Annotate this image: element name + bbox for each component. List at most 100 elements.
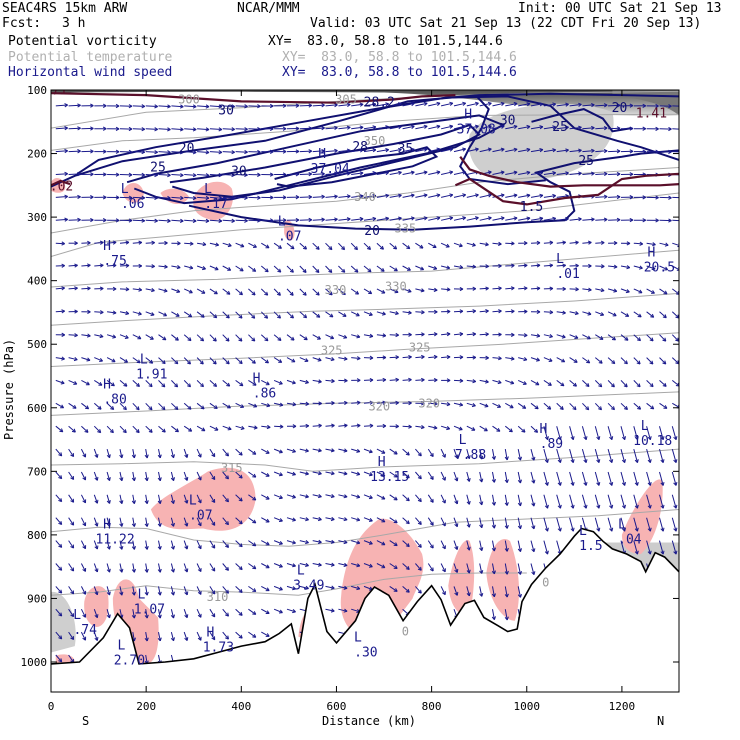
- wind-vector: [376, 126, 389, 130]
- wind-vector-head: [264, 268, 269, 273]
- wind-vector-head: [157, 637, 162, 642]
- wind-vector-head: [420, 266, 425, 271]
- wind-vector-head: [510, 286, 515, 291]
- wind-vector-head: [536, 333, 541, 338]
- wind-vector-head: [624, 336, 629, 341]
- wind-vector-head: [282, 103, 287, 108]
- wind-vector: [338, 585, 348, 589]
- wind-vector: [338, 608, 348, 612]
- wind-vector: [209, 540, 216, 549]
- wind-vector-head: [600, 312, 605, 316]
- wind-vector: [235, 174, 248, 176]
- wind-vector: [325, 173, 338, 175]
- wind-vector: [273, 242, 282, 249]
- wind-vector-head: [642, 218, 647, 223]
- wind-vector: [582, 402, 590, 411]
- wind-vector-head: [479, 455, 484, 460]
- extremum-value: .74: [73, 623, 97, 638]
- wind-vector-head: [496, 427, 501, 432]
- wind-vector: [286, 517, 296, 521]
- wind-vector: [145, 334, 154, 340]
- wind-vector: [299, 517, 309, 521]
- wind-vector: [608, 265, 618, 268]
- wind-vector: [659, 517, 664, 532]
- wind-vector: [492, 494, 495, 506]
- wind-vector: [505, 103, 518, 107]
- wind-vector: [248, 265, 256, 272]
- wind-vector: [363, 103, 376, 107]
- theta-contour-label: 315: [221, 461, 243, 475]
- wind-vector-head: [647, 481, 652, 486]
- wind-vector: [286, 402, 296, 406]
- wind-vector-head: [536, 240, 541, 246]
- wind-vector-head: [484, 403, 489, 408]
- terrain-line: [51, 527, 679, 665]
- wind-vector: [119, 402, 127, 411]
- wind-vector-head: [517, 571, 522, 575]
- wind-vector-head: [372, 171, 377, 176]
- wind-vector-head: [244, 127, 248, 132]
- wind-vector: [504, 517, 508, 529]
- wind-vector: [608, 127, 621, 130]
- wind-vector: [595, 127, 608, 130]
- wind-vector: [594, 471, 600, 486]
- wind-vector: [261, 425, 271, 428]
- wind-vector-head: [531, 571, 536, 576]
- wind-vector-head: [668, 126, 672, 132]
- wind-vector: [145, 586, 148, 596]
- wind-vector-head: [58, 498, 63, 503]
- wind-vector: [441, 356, 451, 359]
- wind-vector: [119, 357, 128, 363]
- wind-vector-head: [433, 309, 438, 315]
- wind-vector: [171, 357, 179, 365]
- wind-vector-head: [317, 494, 322, 499]
- wind-vector-head: [356, 356, 361, 361]
- wind-vector-head: [649, 337, 654, 342]
- wind-vector-head: [61, 309, 65, 314]
- wind-vector-head: [552, 148, 557, 153]
- wind-vector: [132, 494, 135, 504]
- wind-vector-head: [61, 263, 65, 268]
- wind-vector: [569, 288, 579, 290]
- wind-vector: [196, 517, 202, 527]
- wind-vector: [569, 126, 582, 130]
- wind-vector-head: [197, 568, 202, 573]
- wind-vector-head: [148, 383, 153, 388]
- wind-vector-head: [446, 402, 451, 407]
- wind-vector: [209, 631, 216, 641]
- wind-vector-head: [316, 313, 321, 318]
- wind-vector: [338, 218, 351, 221]
- wind-vector: [145, 311, 155, 316]
- wind-vector-head: [565, 216, 569, 222]
- wind-vector-head: [70, 475, 75, 480]
- wind-vector-head: [157, 454, 162, 459]
- wind-vector-head: [144, 500, 149, 505]
- wind-vector-head: [184, 591, 189, 596]
- wind-vector-head: [500, 193, 505, 198]
- wind-vector-head: [491, 478, 496, 483]
- pv-contour-label: 1.41: [636, 107, 667, 122]
- wind-vector: [415, 194, 428, 198]
- wind-vector-head: [636, 383, 641, 388]
- wind-vector: [312, 425, 322, 427]
- wind-vector: [466, 563, 470, 574]
- pv-shading-region: [621, 479, 663, 554]
- wind-vector: [184, 128, 197, 131]
- extremum-value: 1.91: [136, 367, 167, 382]
- wind-vector-head: [289, 268, 294, 273]
- wind-vector-head: [305, 423, 310, 429]
- wind-vector: [389, 379, 399, 381]
- wind-vector: [620, 311, 629, 317]
- wind-vector: [453, 242, 463, 247]
- wind-vector-head: [513, 101, 518, 107]
- wind-speed-contour: [76, 95, 679, 175]
- extremum-value: .04: [618, 533, 642, 548]
- wind-vector: [351, 540, 360, 544]
- wind-vector-head: [99, 334, 104, 339]
- wind-vector: [389, 126, 402, 130]
- wind-vector: [441, 288, 451, 291]
- wind-vector: [517, 494, 521, 507]
- wind-vector-head: [58, 543, 63, 548]
- wind-vector: [440, 125, 453, 130]
- wind-vector: [338, 494, 348, 498]
